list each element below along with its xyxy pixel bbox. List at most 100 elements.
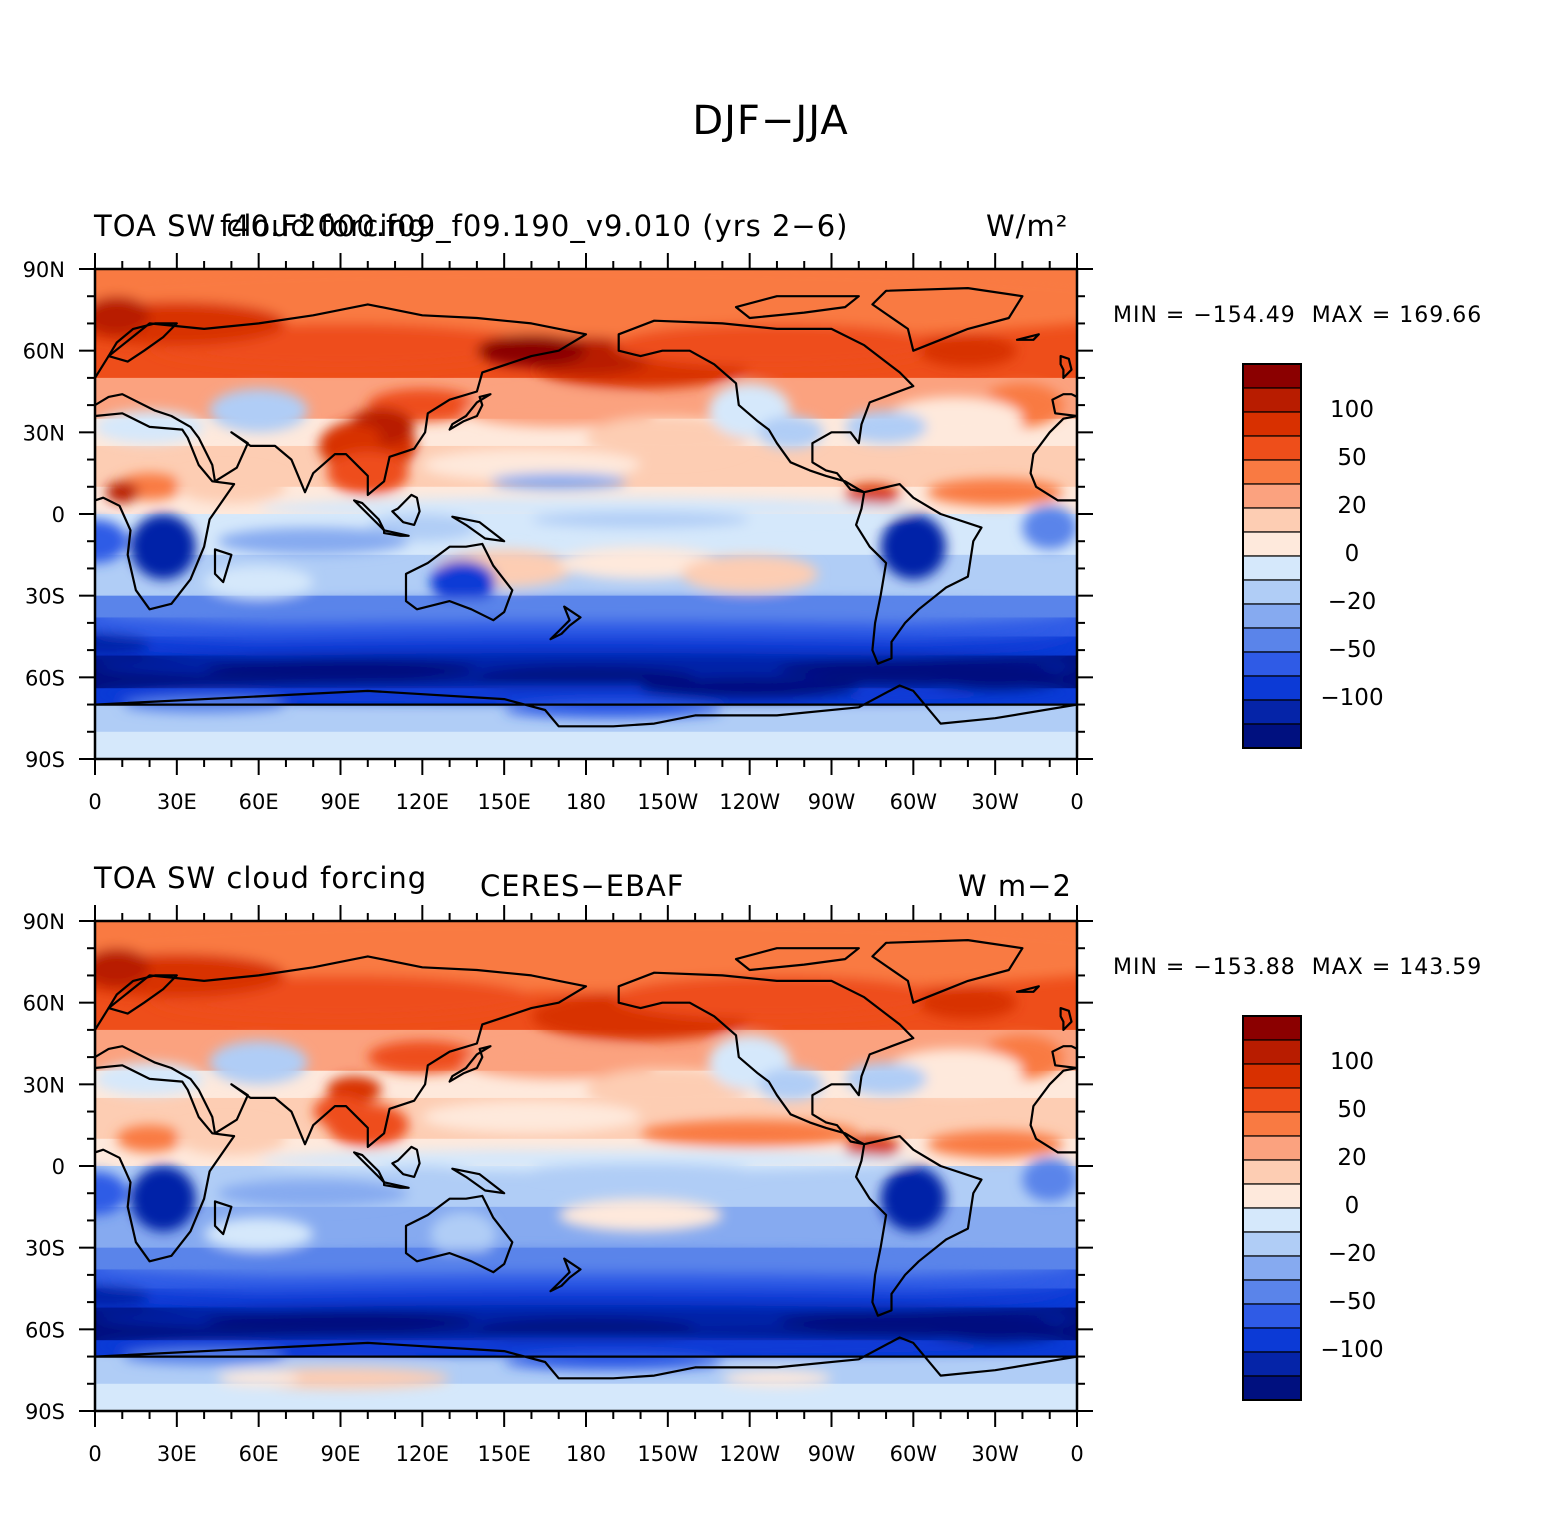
coastline [404, 1194, 514, 1274]
lon-tick-label: 120E [396, 1442, 449, 1466]
field-blob [880, 514, 947, 580]
lon-tick-label: 0 [88, 790, 101, 814]
field-blob [476, 1318, 696, 1341]
coastline [95, 1064, 236, 1263]
lat-tick-label: 60N [23, 340, 65, 364]
field-blob [326, 424, 382, 452]
lon-tick-label: 150W [637, 790, 698, 814]
coastline [451, 1167, 506, 1195]
field-blob [476, 666, 696, 689]
lon-tick-label: 90W [808, 790, 856, 814]
field-blob [880, 1166, 947, 1232]
coastline [1029, 1066, 1077, 1154]
coastline [448, 393, 492, 431]
lon-tick-label: 0 [88, 1442, 101, 1466]
coastline [1051, 393, 1077, 418]
coastline [404, 542, 514, 622]
field-blob [476, 334, 586, 367]
coastline [549, 1257, 582, 1293]
field-blob [130, 514, 196, 580]
axis-ticks: 0 30E 60E 90E 120E 150E 180 150W 120W 90W 60W 30W 09… [23, 253, 1093, 814]
field-blob [558, 1198, 723, 1232]
coastline [617, 319, 915, 494]
panel-units: W/m² [986, 209, 1069, 243]
panel-center-title: CERES−EBAF [480, 869, 685, 903]
coastline [871, 287, 1024, 352]
field-blob [531, 1163, 750, 1180]
field-blob [586, 416, 750, 460]
field-blob [116, 1125, 183, 1153]
lat-tick-label: 0 [52, 503, 65, 527]
coastline [95, 1336, 1077, 1380]
colorbar-label: 50 [1337, 1097, 1367, 1123]
colorbar-label: −20 [1327, 1241, 1377, 1267]
lon-tick-label: 180 [566, 790, 606, 814]
lat-tick-label: 90S [25, 748, 65, 772]
max-value: MAX = 143.59 [1311, 955, 1483, 980]
field-blob [95, 620, 1077, 642]
coastline [617, 971, 915, 1146]
field-blob [422, 1100, 641, 1134]
field-blob [1022, 1157, 1077, 1202]
coastline [871, 939, 1024, 1004]
field-blob [209, 1040, 308, 1085]
lon-tick-label: 150E [477, 790, 530, 814]
field-blob [258, 497, 914, 520]
coastline [855, 483, 983, 665]
lat-tick-label: 30S [25, 1237, 65, 1261]
field-blob [422, 448, 641, 482]
colorbar-label: −100 [1320, 685, 1384, 711]
field-blob [463, 394, 655, 427]
map-plot-obs: 0 30E 60E 90E 120E 150E 180 150W 120W 90W 60W 30W 09… [23, 905, 1093, 1466]
lat-tick-label: 90S [25, 1400, 65, 1424]
coastline [734, 947, 860, 972]
lon-tick-label: 30E [157, 790, 197, 814]
coastline [1015, 985, 1040, 993]
colorbar-label: 20 [1337, 493, 1367, 519]
field-blob [204, 658, 477, 681]
field-layer [95, 269, 1077, 759]
colorbar-label: 0 [1344, 541, 1360, 567]
field-blob [95, 296, 150, 335]
coastline [1059, 355, 1073, 379]
field-blob [918, 334, 1017, 367]
field-blob [926, 1130, 1064, 1158]
coastline [95, 684, 1077, 728]
field-blob [95, 1250, 1077, 1278]
field-blob [430, 560, 496, 604]
lon-tick-label: 90E [321, 790, 361, 814]
field-blob [217, 527, 409, 555]
figure-title: DJF−JJA [692, 98, 849, 144]
coastline [391, 1145, 421, 1178]
lon-tick-label: 30W [971, 1442, 1019, 1466]
field-blob [204, 1310, 477, 1333]
panel-obs: 0 30E 60E 90E 120E 150E 180 150W 120W 90W 60W 30W 0 9… [0, 852, 1541, 1492]
coastline [734, 295, 860, 320]
min-max-label: MIN = −154.49 MAX = 169.66 [1113, 303, 1482, 328]
colorbar-label: −20 [1327, 589, 1377, 615]
field-blob [463, 1046, 655, 1079]
field-blob [95, 636, 1077, 659]
lat-tick-label: 30N [23, 1073, 65, 1097]
field-blob [95, 1171, 128, 1215]
lat-tick-label: 90N [23, 910, 65, 934]
coastline [383, 1181, 410, 1189]
lon-tick-label: 30W [971, 790, 1019, 814]
coastlines [95, 939, 1077, 1380]
colorbar-label: 20 [1337, 1145, 1367, 1171]
field-blob [926, 478, 1064, 506]
coastline [391, 493, 421, 526]
panel-units: W m−2 [958, 869, 1072, 903]
lat-tick-label: 0 [52, 1155, 65, 1179]
lon-tick-label: 90W [808, 1442, 856, 1466]
field-blob [490, 473, 627, 490]
coastline [95, 303, 588, 496]
colorbar-label: −50 [1327, 637, 1377, 663]
colorbar-label: −100 [1320, 1337, 1384, 1363]
coastline [549, 605, 582, 641]
coastline [95, 412, 236, 611]
lon-tick-label: 150E [477, 1442, 530, 1466]
lon-tick-label: 90E [321, 1442, 361, 1466]
field-blob [504, 1353, 723, 1371]
lon-tick-label: 60E [239, 790, 279, 814]
